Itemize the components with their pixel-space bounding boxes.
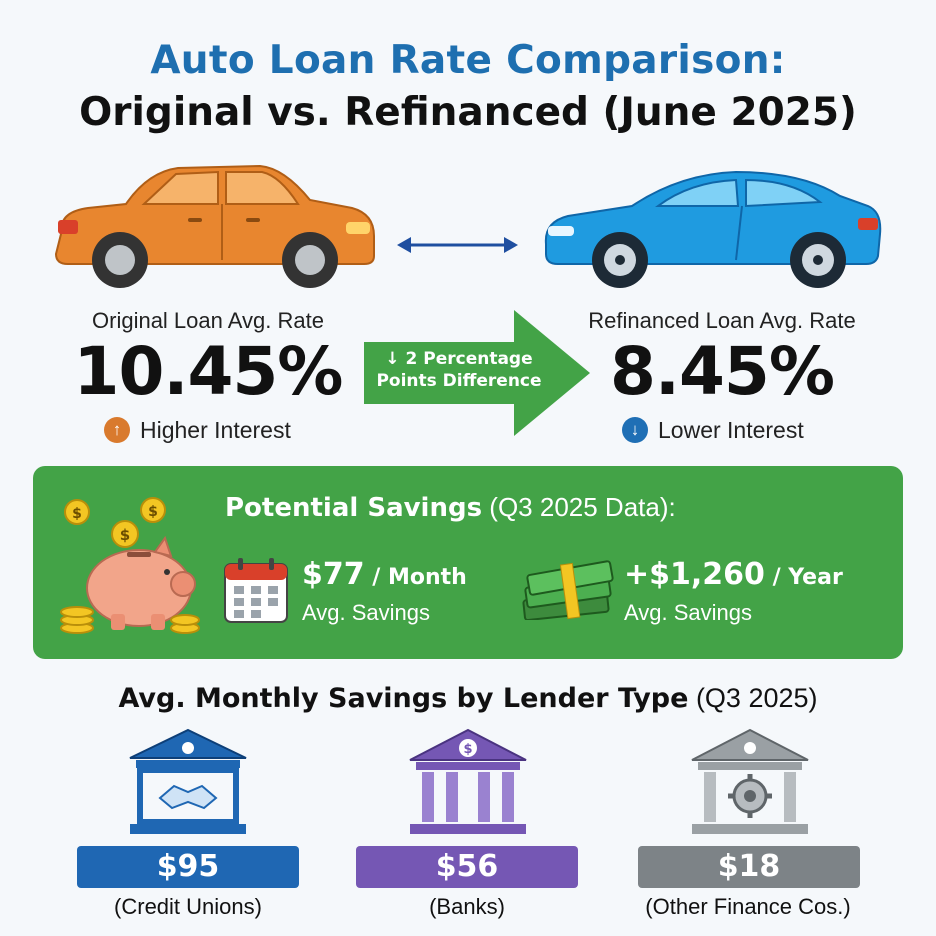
finance-company-icon: [691, 728, 809, 834]
original-rate-note-text: Higher Interest: [140, 416, 291, 443]
monthly-savings-unit: / Month: [364, 565, 467, 590]
credit-union-savings-value: $95: [77, 846, 299, 888]
yearly-savings-value: +$1,260 / Year: [624, 557, 843, 592]
refinanced-rate-note-text: Lower Interest: [658, 416, 804, 443]
credit-union-bank-icon: [129, 728, 247, 834]
other-finance-label: (Other Finance Cos.): [645, 894, 851, 919]
difference-line2: Points Difference: [376, 371, 542, 391]
svg-text:$: $: [72, 506, 82, 522]
refinanced-rate-label: Refinanced Loan Avg. Rate: [588, 308, 856, 333]
orange-car-icon: [54, 164, 375, 288]
lender-title-main: Avg. Monthly Savings by Lender Type: [118, 683, 689, 714]
bank-label: (Banks): [429, 894, 505, 919]
difference-callout: ↓ 2 Percentage Points Difference: [370, 348, 548, 392]
lender-section-title: Avg. Monthly Savings by Lender Type (Q3 …: [0, 683, 936, 714]
svg-text:$: $: [463, 742, 472, 757]
savings-title-main: Potential Savings: [225, 493, 483, 523]
credit-union-label: (Credit Unions): [114, 894, 262, 919]
original-rate-label: Original Loan Avg. Rate: [92, 308, 324, 333]
arrow-up-icon: ↑: [104, 417, 130, 443]
blue-car-icon: [544, 170, 882, 288]
cash-stack-icon: [522, 560, 614, 620]
svg-text:$: $: [148, 504, 158, 520]
yearly-savings-unit: / Year: [764, 565, 843, 590]
double-arrow-icon: [397, 237, 518, 253]
piggy-bank-icon: $ $ $: [60, 497, 200, 634]
monthly-savings-value: $77 / Month: [302, 557, 467, 592]
page-title-line2: Original vs. Refinanced (June 2025): [79, 90, 857, 135]
bank-savings-value: $56: [356, 846, 578, 888]
monthly-savings-label: Avg. Savings: [302, 600, 431, 625]
other-finance-savings-value: $18: [638, 846, 860, 888]
calendar-icon: [224, 558, 288, 623]
page-title-line1: Auto Loan Rate Comparison:: [150, 38, 786, 83]
green-arrow-icon: [364, 310, 590, 436]
refinanced-rate-note: ↓ Lower Interest: [622, 416, 804, 444]
monthly-savings-amount: $77: [302, 557, 365, 592]
refinanced-rate-value: 8.45%: [610, 333, 835, 410]
savings-title: Potential Savings (Q3 2025 Data):: [225, 492, 676, 523]
savings-title-sub: (Q3 2025 Data):: [482, 492, 676, 522]
yearly-savings-amount: +$1,260: [624, 557, 765, 592]
bank-icon: $: [409, 728, 527, 834]
difference-line1: ↓ 2 Percentage: [385, 349, 533, 369]
lender-title-sub: (Q3 2025): [688, 683, 818, 713]
svg-text:$: $: [120, 526, 130, 544]
original-rate-value: 10.45%: [73, 333, 344, 410]
arrow-down-icon: ↓: [622, 417, 648, 443]
original-rate-note: ↑ Higher Interest: [104, 416, 291, 444]
yearly-savings-label: Avg. Savings: [624, 600, 753, 625]
